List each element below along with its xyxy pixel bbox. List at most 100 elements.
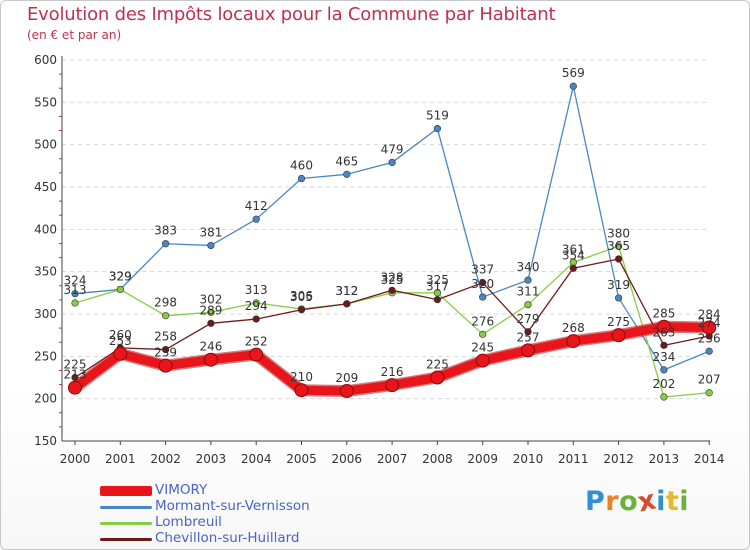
data-label: 260	[109, 328, 132, 342]
brand-letter: o	[619, 486, 639, 517]
data-label: 412	[245, 199, 268, 213]
x-tick-label: 2008	[422, 452, 453, 466]
data-label: 329	[109, 269, 132, 283]
y-tick-label: 300	[34, 307, 57, 321]
data-label: 245	[471, 341, 494, 355]
data-label: 289	[199, 303, 222, 317]
x-tick-label: 2010	[513, 452, 544, 466]
data-point	[660, 393, 668, 401]
legend-label: VIMORY	[155, 482, 208, 498]
data-label: 306	[290, 289, 313, 303]
data-point	[343, 170, 351, 178]
data-point	[475, 353, 490, 368]
data-label: 253	[109, 334, 132, 348]
data-point	[433, 296, 442, 304]
data-label: 519	[426, 109, 449, 123]
data-label: 325	[426, 273, 449, 287]
data-label: 225	[64, 358, 87, 372]
data-label: 225	[426, 358, 449, 372]
data-point	[207, 241, 215, 250]
data-label: 319	[607, 278, 630, 292]
data-label: 268	[562, 321, 585, 335]
data-point	[71, 290, 79, 298]
data-label: 313	[245, 283, 268, 297]
x-tick-label: 2007	[377, 452, 408, 466]
x-tick-label: 2013	[649, 452, 680, 466]
data-point	[524, 301, 532, 309]
data-point	[68, 380, 82, 395]
data-point	[614, 294, 623, 302]
data-label: 284	[698, 308, 721, 322]
x-tick-label: 2012	[603, 452, 634, 466]
data-label: 216	[381, 365, 404, 379]
data-point	[566, 334, 581, 349]
data-point	[433, 124, 442, 133]
y-tick-label: 250	[34, 349, 57, 363]
data-label: 311	[517, 285, 540, 299]
data-label: 302	[199, 292, 222, 306]
data-point	[339, 384, 354, 399]
data-point	[297, 306, 306, 314]
data-label: 239	[154, 346, 177, 360]
data-point	[252, 215, 260, 223]
data-label: 340	[517, 260, 540, 274]
data-point	[660, 366, 668, 374]
chart-subtitle: (en € et par an)	[27, 28, 122, 42]
data-point	[252, 315, 260, 323]
data-point	[343, 300, 351, 308]
y-tick-label: 550	[34, 95, 57, 109]
data-point	[524, 328, 532, 336]
data-label: 257	[517, 330, 540, 344]
legend-swatch	[100, 506, 152, 509]
x-tick-label: 2009	[467, 452, 498, 466]
data-point	[71, 299, 79, 307]
data-label: 324	[64, 274, 87, 288]
data-label: 317	[426, 280, 449, 294]
y-tick-label: 150	[34, 434, 57, 448]
data-label: 312	[335, 284, 358, 298]
x-tick-label: 2005	[286, 452, 317, 466]
x-tick-label: 2011	[558, 452, 589, 466]
data-label: 569	[562, 66, 585, 80]
data-point	[162, 345, 170, 354]
data-point	[705, 389, 713, 397]
data-label: 258	[154, 330, 177, 344]
legend-swatch	[100, 538, 152, 541]
data-point	[479, 279, 487, 287]
data-point	[162, 240, 170, 248]
data-label: 256	[698, 331, 721, 345]
data-label: 380	[607, 226, 630, 240]
data-label: 279	[517, 312, 540, 326]
data-label: 305	[290, 290, 313, 304]
data-point	[656, 319, 671, 334]
brand-letter: i	[679, 486, 690, 517]
data-point	[430, 370, 445, 385]
y-tick-label: 500	[34, 138, 57, 152]
legend-swatch	[100, 522, 152, 525]
data-label: 354	[562, 248, 585, 262]
data-label: 381	[199, 225, 222, 239]
data-point	[388, 158, 396, 167]
x-tick-label: 2014	[694, 452, 725, 466]
y-tick-label: 400	[34, 222, 57, 236]
data-label: 460	[290, 159, 313, 173]
chart-title: Evolution des Impôts locaux pour la Comm…	[27, 4, 556, 25]
data-point	[116, 285, 124, 294]
data-label: 263	[652, 325, 675, 339]
data-label: 320	[471, 277, 494, 291]
data-point	[521, 343, 535, 358]
y-tick-label: 450	[34, 180, 57, 194]
data-label: 313	[64, 283, 87, 297]
data-point	[297, 174, 306, 183]
data-label: 275	[607, 315, 630, 329]
y-tick-label: 600	[34, 53, 57, 67]
data-label: 312	[335, 284, 358, 298]
data-point	[569, 82, 577, 90]
legend-label: Mormant-sur-Vernisson	[155, 498, 310, 514]
data-point	[611, 328, 626, 343]
data-label: 328	[381, 270, 404, 284]
data-label: 246	[199, 340, 222, 354]
data-point	[705, 347, 713, 355]
data-point	[385, 378, 400, 393]
